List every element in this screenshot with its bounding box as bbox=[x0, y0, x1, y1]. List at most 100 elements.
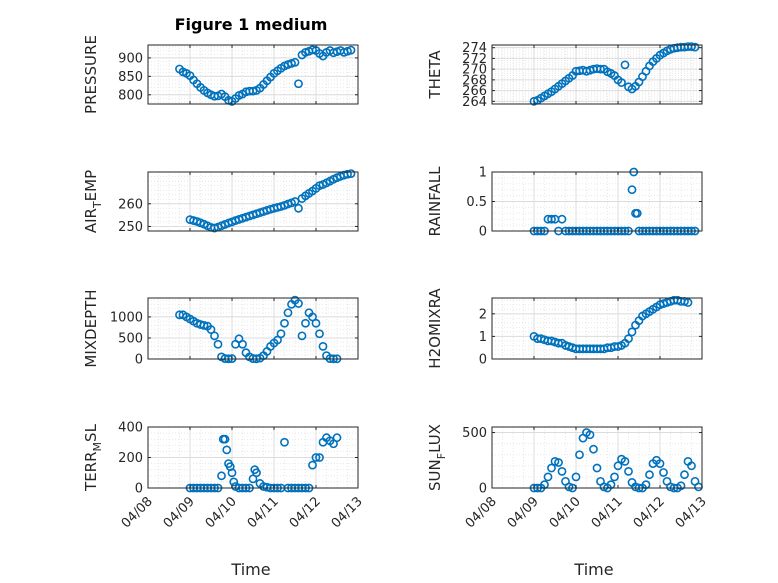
x-tick-label: 04/12 bbox=[631, 494, 668, 531]
subplot-1: 800 850 900 PRESSURE bbox=[82, 35, 359, 114]
data-point bbox=[206, 325, 216, 334]
grid bbox=[147, 298, 359, 360]
y-tick-label: 0 bbox=[479, 482, 487, 497]
data-point bbox=[554, 458, 563, 467]
y-axis-label: AIRTEMP bbox=[82, 170, 104, 233]
data-point bbox=[248, 86, 258, 96]
x-tick-label: 04/09 bbox=[161, 494, 198, 531]
data-point bbox=[290, 57, 300, 67]
data-point bbox=[547, 463, 556, 473]
data-point bbox=[315, 329, 324, 339]
data-point bbox=[280, 437, 289, 447]
data-point bbox=[308, 45, 317, 55]
y-axis-label: PRESSURE bbox=[82, 35, 100, 114]
y-tick-label: 268 bbox=[462, 73, 487, 88]
data-point bbox=[252, 468, 261, 478]
data-point bbox=[301, 318, 310, 328]
data-point bbox=[283, 308, 293, 318]
axes-box bbox=[491, 44, 703, 105]
data-point bbox=[620, 456, 630, 466]
y-tick-label: 2 bbox=[479, 307, 487, 322]
data-point bbox=[290, 197, 300, 206]
data-point bbox=[311, 453, 321, 462]
axes-box bbox=[491, 297, 703, 360]
data-point bbox=[683, 298, 693, 307]
data-point bbox=[199, 320, 209, 330]
grid bbox=[147, 426, 359, 489]
data-point bbox=[610, 472, 619, 482]
data-point bbox=[543, 472, 553, 482]
data-point bbox=[280, 318, 289, 328]
figure-title: Figure 1 medium bbox=[175, 15, 328, 34]
data-point bbox=[220, 434, 230, 444]
y-tick-label: 1 bbox=[479, 330, 487, 345]
data-point bbox=[632, 208, 642, 218]
data-point bbox=[557, 214, 567, 224]
data-point bbox=[213, 339, 223, 349]
data-point bbox=[585, 430, 595, 440]
data-point bbox=[690, 42, 700, 52]
axes-box bbox=[491, 426, 703, 489]
data-point bbox=[227, 468, 237, 478]
data-point bbox=[308, 460, 317, 470]
data-point bbox=[238, 339, 247, 349]
y-tick-label: 1000 bbox=[110, 310, 143, 325]
y-tick-label: 0 bbox=[135, 353, 143, 368]
markers bbox=[175, 45, 356, 106]
subplot-6: 0 1 2 H2OMIXRA bbox=[426, 288, 703, 369]
markers bbox=[529, 295, 693, 354]
x-tick-label: 04/11 bbox=[245, 494, 282, 531]
y-axis-label: SUNFLUX bbox=[426, 424, 448, 491]
data-point bbox=[659, 468, 668, 477]
data-point bbox=[620, 60, 630, 70]
y-tick-label: 500 bbox=[462, 426, 487, 441]
data-point bbox=[680, 470, 689, 480]
x-tick-label: 04/08 bbox=[119, 494, 156, 531]
data-point bbox=[343, 169, 352, 179]
axes-box bbox=[147, 297, 359, 360]
x-tick-label: 04/08 bbox=[463, 494, 500, 531]
y-axis-label: MIXDEPTH bbox=[82, 289, 100, 367]
x-tick-label: 04/11 bbox=[589, 494, 626, 531]
y-tick-label: 260 bbox=[118, 197, 143, 212]
data-point bbox=[617, 78, 626, 87]
y-tick-label: 264 bbox=[462, 95, 487, 110]
data-point bbox=[592, 463, 602, 473]
data-point bbox=[315, 453, 324, 462]
y-axis-label: H2OMIXRA bbox=[426, 288, 444, 369]
data-point bbox=[571, 472, 581, 482]
data-point bbox=[297, 331, 307, 341]
y-tick-label: 400 bbox=[118, 421, 143, 436]
data-point bbox=[311, 318, 321, 328]
data-point bbox=[346, 45, 356, 55]
subplot-7: 0 200 400 04/08 04/09 04/10 04/11 04/12 04/13 TER… bbox=[82, 421, 366, 532]
data-point bbox=[676, 481, 686, 491]
data-point bbox=[645, 470, 654, 480]
y-tick-label: 272 bbox=[462, 52, 487, 67]
x-axis-label-left: Time bbox=[230, 560, 270, 579]
data-point bbox=[229, 477, 239, 487]
y-axis-label: TERRMSL bbox=[82, 423, 104, 492]
data-point bbox=[547, 214, 556, 224]
x-tick-label: 04/10 bbox=[547, 494, 584, 531]
y-tick-label: 900 bbox=[118, 51, 143, 66]
y-axis-label: RAINFALL bbox=[426, 166, 444, 237]
data-point bbox=[294, 79, 303, 89]
subplot-8: 0 500 04/08 04/09 04/10 04/11 04/12 04/13 SUNFLU… bbox=[426, 424, 710, 531]
y-tick-label: 850 bbox=[118, 70, 143, 85]
x-axis-label-right: Time bbox=[573, 560, 613, 579]
data-point bbox=[624, 466, 633, 476]
markers bbox=[175, 295, 342, 364]
x-tick-label: 04/12 bbox=[287, 494, 324, 531]
y-tick-label: 1 bbox=[479, 166, 487, 181]
y-tick-label: 500 bbox=[118, 331, 143, 346]
data-point bbox=[589, 444, 598, 454]
data-point bbox=[273, 335, 282, 345]
x-tick-label: 04/10 bbox=[203, 494, 240, 531]
subplot-3: 250 260 AIRTEMP bbox=[82, 169, 359, 235]
x-tick-label: 04/13 bbox=[329, 494, 366, 531]
y-tick-label: 800 bbox=[118, 88, 143, 103]
